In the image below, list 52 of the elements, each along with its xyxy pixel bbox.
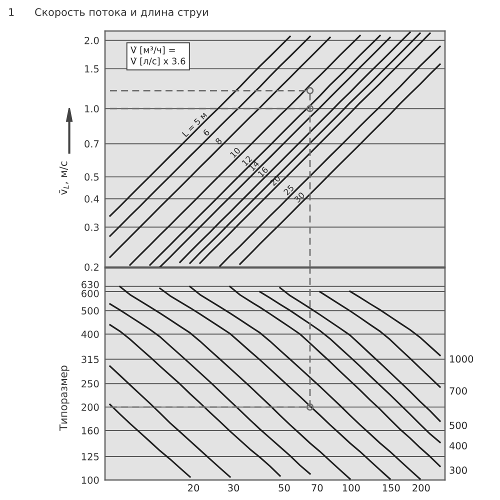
annotation: V̇ [м³/ч] = V̇ [л/с] x 3.6: [130, 46, 186, 66]
y-tick-label: 0.7: [84, 140, 99, 148]
series-label: 1000: [450, 355, 474, 363]
line-series: [109, 324, 281, 477]
text: 8: [214, 137, 222, 145]
series-label: 20: [188, 484, 200, 492]
line-series: [349, 290, 441, 356]
line-series: [259, 291, 441, 444]
series-label: 300: [450, 466, 467, 474]
series-label: 70: [312, 484, 323, 492]
y-tick-label: 600: [82, 290, 99, 298]
series-label: 100: [342, 484, 360, 492]
text: 16: [258, 166, 268, 178]
chart-title: 1 Скорость потока и длина струи: [9, 8, 208, 18]
text: 6: [202, 128, 210, 136]
y-axis-title: Типоразмер: [60, 366, 70, 431]
series-label: 50: [278, 484, 290, 492]
y-tick-label: 0.5: [84, 173, 99, 181]
y-tick-label: 0.2: [84, 263, 98, 271]
y-tick-label: 1.5: [85, 65, 99, 73]
series-label: 30: [228, 484, 240, 492]
y-tick-label: 630: [82, 280, 99, 288]
y-axis-title: v̄$_{L}$, м/с: [59, 162, 69, 195]
y-tick-label: 0.3: [84, 224, 99, 231]
y-tick-label: 160: [82, 427, 99, 434]
line-series: [319, 291, 441, 388]
y-tick-label: 100: [82, 476, 99, 484]
y-tick-label: 200: [82, 404, 99, 411]
series-label: 700: [450, 387, 467, 395]
y-tick-label: 0.4: [84, 195, 99, 203]
line-series: [119, 286, 351, 480]
text: 20: [270, 174, 281, 186]
y-tick-label: 315: [82, 356, 99, 364]
y-tick-label: 400: [81, 330, 99, 338]
line-series: [109, 404, 191, 478]
series-label: 150: [382, 484, 400, 492]
y-tick-label: 250: [82, 380, 99, 388]
text: 10: [230, 147, 241, 158]
text: 25: [283, 184, 294, 196]
line-series: [189, 286, 421, 480]
series-label: 200: [412, 484, 430, 492]
y-tick-label: 125: [82, 453, 99, 460]
line-series: [159, 288, 391, 480]
line-series: [279, 286, 441, 422]
line-series: [109, 365, 231, 478]
series-label: 400: [449, 442, 467, 450]
line-series: [229, 286, 441, 468]
y-tick-label: 2.0: [84, 36, 99, 44]
y-tick-label: 500: [82, 307, 99, 314]
y-tick-label: 1.0: [85, 105, 99, 112]
series-label: 500: [450, 422, 467, 430]
text: 30: [294, 192, 306, 203]
